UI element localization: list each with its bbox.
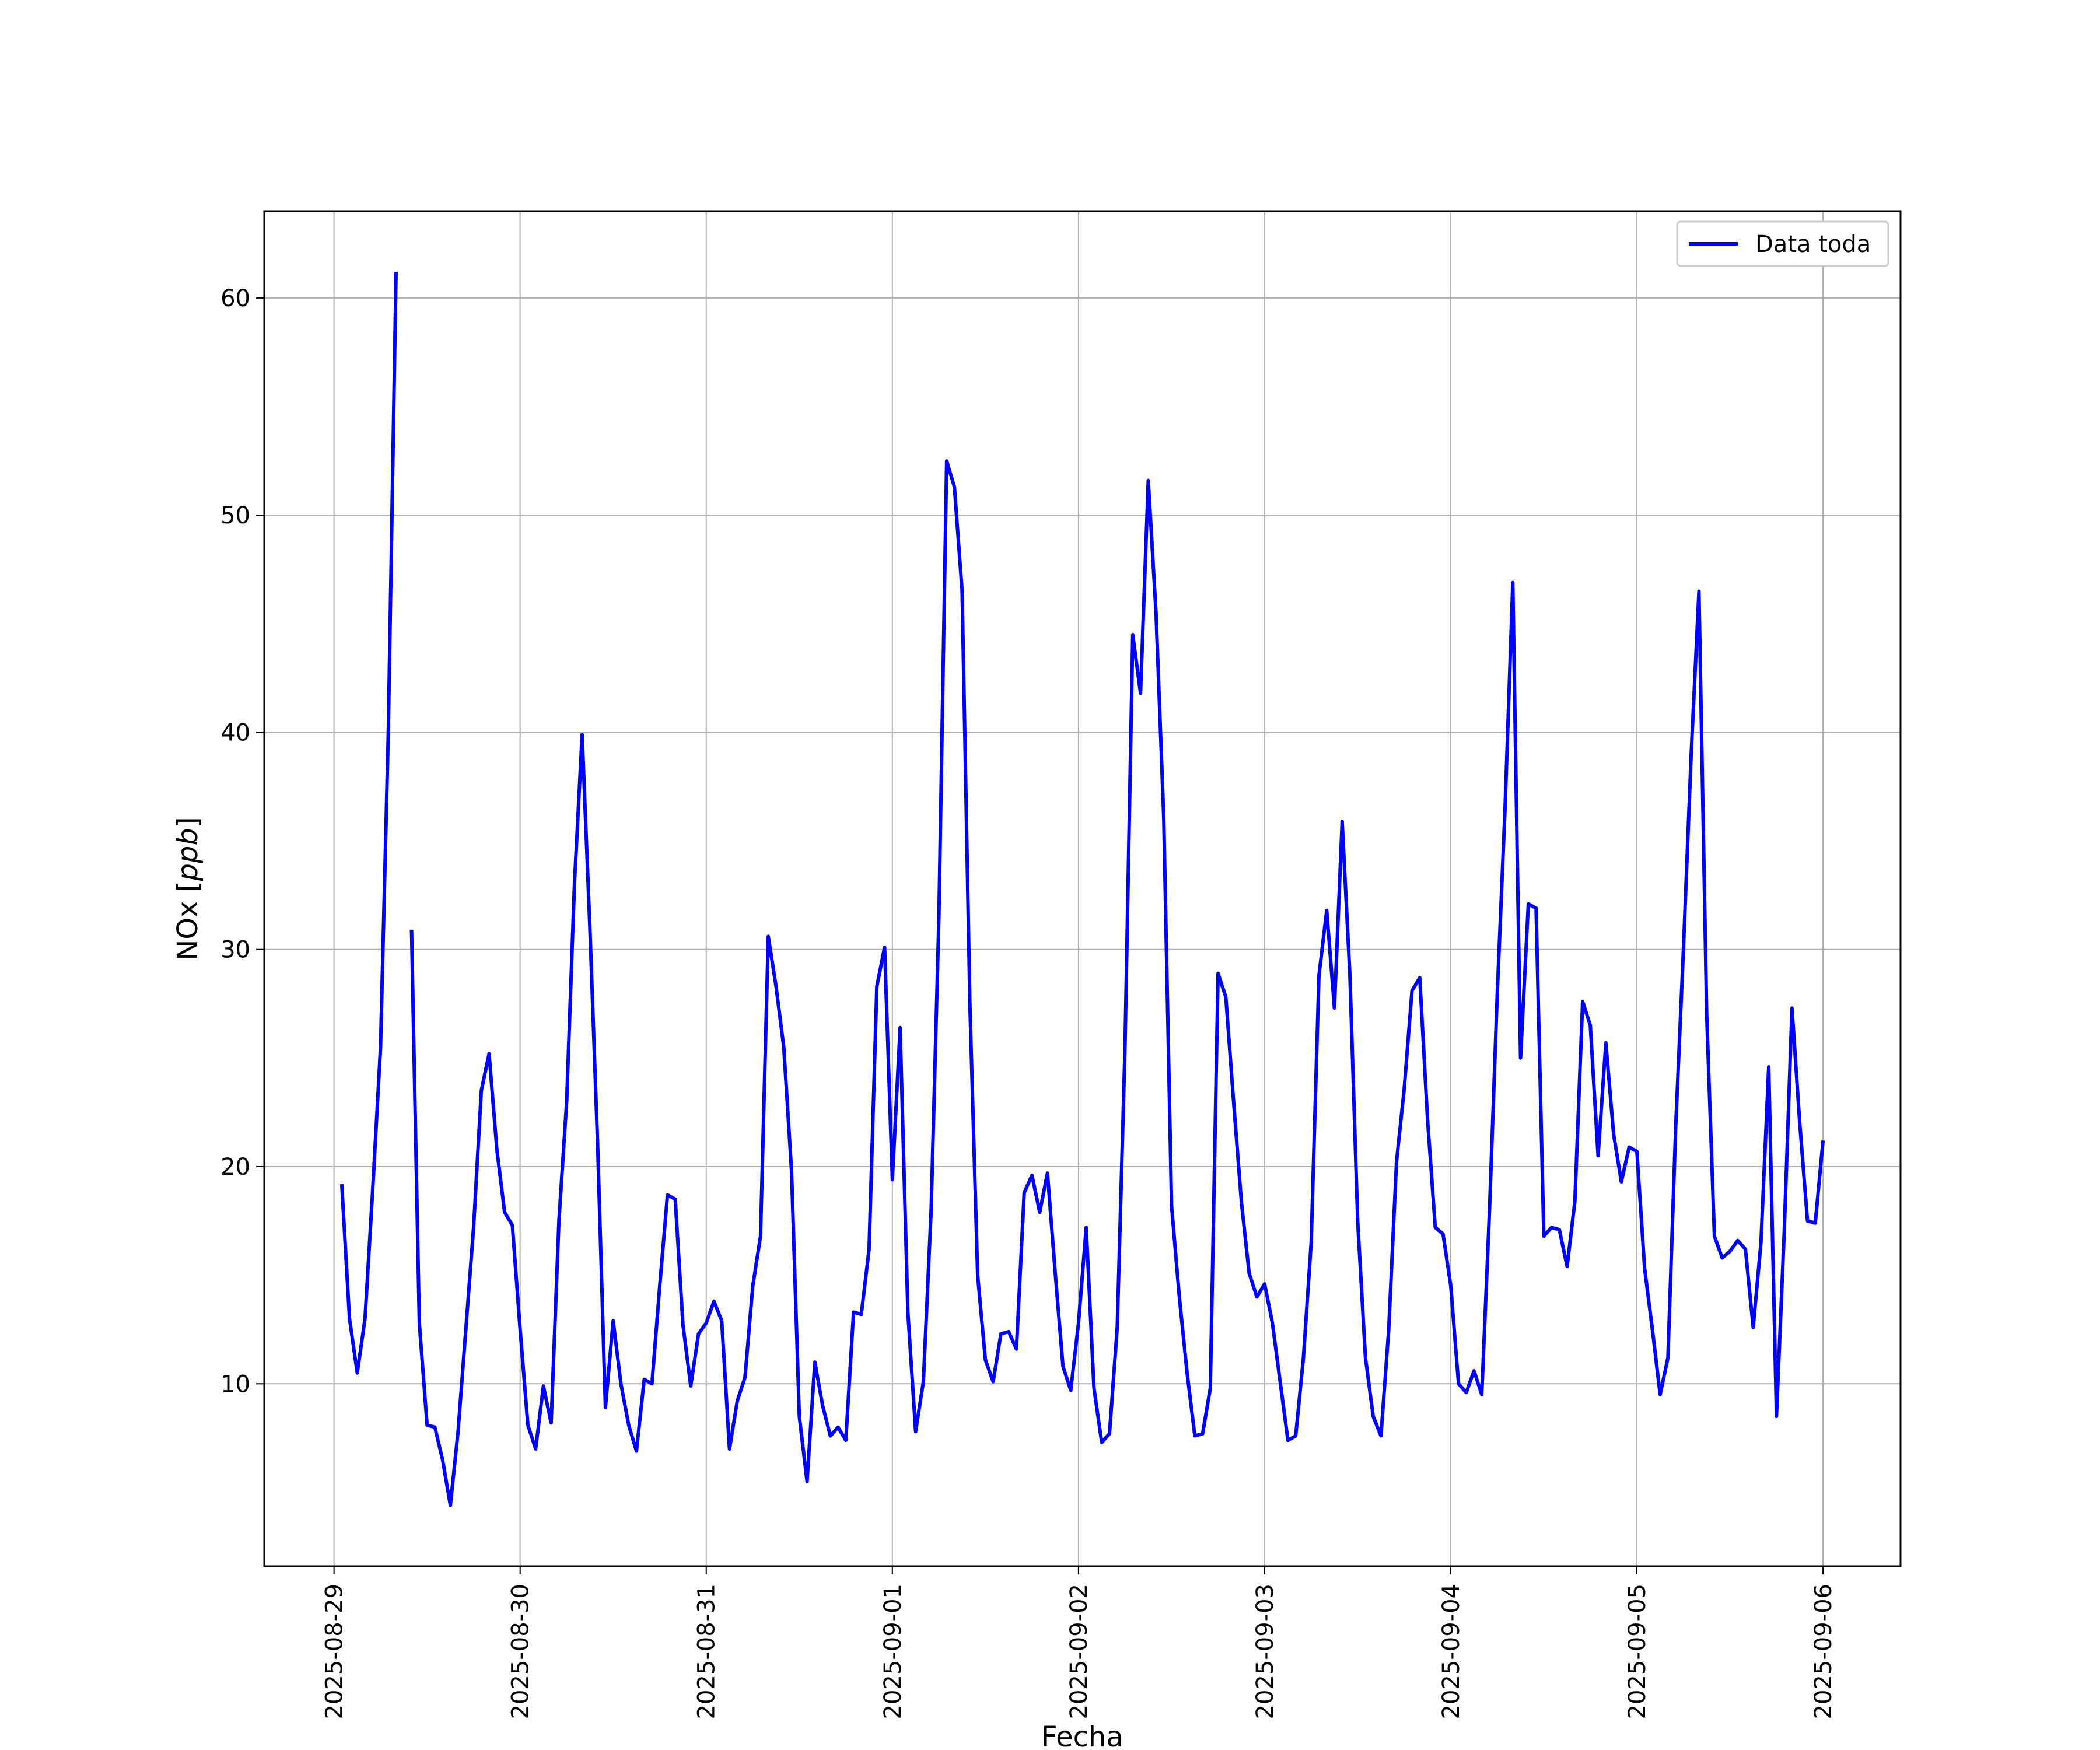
y-tick-label: 20 [220,1154,250,1181]
x-axis-label: Fecha [1041,1721,1124,1750]
x-tick-label: 2025-08-29 [321,1584,348,1719]
x-tick-label: 2025-08-31 [694,1584,720,1719]
x-tick-label: 2025-09-02 [1066,1584,1093,1719]
legend: Data toda [1676,220,1889,267]
grid-lines [264,211,1901,1566]
x-tick-label: 2025-09-06 [1810,1584,1837,1719]
x-tick-label: 2025-08-30 [508,1584,534,1719]
x-tick-label: 2025-09-03 [1252,1584,1279,1719]
x-tick-label: 2025-09-04 [1438,1584,1465,1719]
y-tick-label: 60 [220,285,250,312]
plot-area-frame [263,210,1902,1567]
x-tick-label: 2025-09-05 [1624,1584,1651,1719]
y-tick-label: 10 [220,1371,250,1398]
x-tick-label: 2025-09-01 [880,1584,907,1719]
y-axis-label: NOx [ppb] [172,817,204,960]
y-tick-label: 40 [220,719,250,746]
legend-entry-data-toda: Data toda [1755,231,1871,258]
series-lines [340,272,1825,1507]
legend-box [1676,220,1889,267]
y-tick-label: 50 [220,502,250,529]
y-tick-label: 30 [220,937,250,964]
series-line-data-toda [340,272,1825,1507]
axis-ticks: 2025-08-29 2025-08-30 2025-08-31 2025-09-01… [220,285,1837,1720]
